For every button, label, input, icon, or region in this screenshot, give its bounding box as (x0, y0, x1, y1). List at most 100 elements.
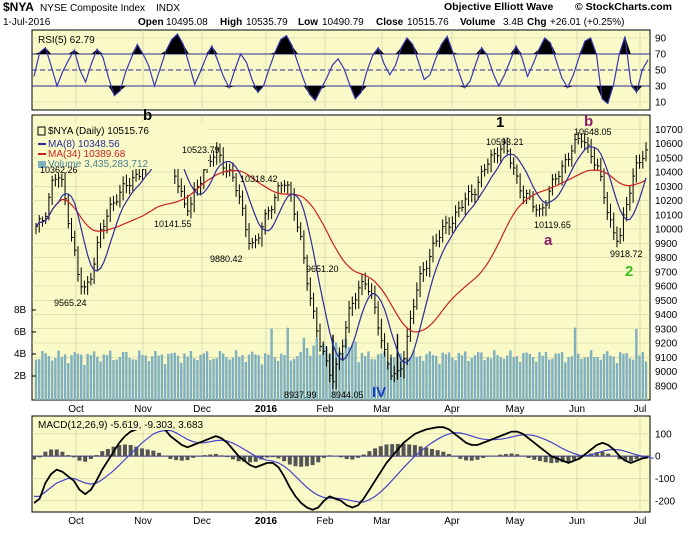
volume-bar (554, 353, 556, 400)
macd-histogram-bar (157, 453, 161, 456)
macd-histogram-bar (265, 456, 269, 457)
x-tick-label: Apr (444, 404, 460, 415)
macd-histogram-bar (407, 444, 411, 456)
volume-bar (496, 355, 498, 400)
macd-histogram-bar (151, 451, 155, 457)
x-tick-label: Nov (134, 404, 152, 415)
macd-histogram-bar (470, 456, 474, 460)
volume-bar (174, 353, 176, 400)
macd-histogram-bar (271, 456, 275, 457)
volume-bar (419, 356, 421, 400)
volume-bar (141, 355, 143, 400)
macd-histogram-bar (299, 456, 303, 467)
macd-histogram-bar (566, 456, 570, 462)
volume-bar (61, 357, 63, 400)
volume-bar (254, 354, 256, 400)
macd-histogram-bar (191, 456, 195, 458)
volume-bar (561, 352, 563, 400)
volume-bar (267, 355, 269, 400)
volume-bar (512, 357, 514, 400)
macd-histogram-bar (601, 452, 605, 456)
price-tick-label: 10100 (655, 210, 683, 221)
macd-histogram-bar (231, 456, 235, 459)
macd-histogram-bar (362, 455, 366, 457)
index-name: NYSE Composite Index (40, 3, 145, 14)
volume-tick-label: 4B (14, 349, 27, 360)
volume-bar (193, 358, 195, 400)
rsi-tick-label: 70 (655, 50, 667, 61)
volume-bar (522, 353, 524, 400)
volume-bar (645, 361, 647, 400)
annot-10523: 10523.79 (182, 145, 220, 155)
annot-9880: 9880.42 (210, 254, 243, 264)
macd-histogram-bar (32, 456, 36, 459)
volume-bar (574, 328, 576, 400)
volume-bar (206, 351, 208, 400)
volume-bar (277, 361, 279, 400)
macd-histogram-bar (635, 456, 639, 459)
volume-bar (435, 356, 437, 400)
volume-bar (122, 352, 124, 400)
price-tick-label: 9000 (655, 367, 678, 378)
volume-bar (280, 354, 282, 400)
volume-bar (474, 355, 476, 400)
exchange: INDX (156, 3, 180, 14)
x-tick-label: May (506, 404, 525, 415)
macd-histogram-bar (544, 456, 548, 462)
chart-header: $NYA NYSE Composite Index INDX 1-Jul-201… (3, 0, 672, 28)
annot-8937: 8937.99 (284, 390, 317, 400)
volume-bar (86, 354, 88, 400)
price-tick-label: 10600 (655, 139, 683, 150)
volume-bar (458, 353, 460, 400)
price-tick-label: 9300 (655, 324, 678, 335)
volume-bar (138, 350, 140, 400)
rsi-tick-label: 90 (655, 34, 667, 45)
volume-bar (132, 359, 134, 400)
macd-histogram-bar (345, 456, 349, 459)
price-tick-label: 9800 (655, 253, 678, 264)
wave-label-1: 1 (496, 114, 504, 131)
volume-bar (74, 352, 76, 400)
volume-bar (35, 360, 37, 400)
macd-histogram-bar (424, 447, 428, 456)
volume-bar (245, 362, 247, 400)
macd-histogram-bar (328, 455, 332, 456)
volume-bar (571, 356, 573, 400)
chg-value: +26.01 (+0.25%) (550, 17, 625, 28)
macd-histogram-bar (532, 456, 536, 460)
x-tick-label: 2016 (255, 516, 278, 527)
price-tick-label: 9100 (655, 353, 678, 364)
macd-histogram-bar (447, 454, 451, 456)
macd-histogram-bar (140, 448, 144, 456)
macd-histogram-bar (208, 455, 212, 457)
macd-histogram-bar (458, 456, 462, 459)
macd-histogram-bar (146, 449, 150, 456)
volume-bar (596, 357, 598, 400)
volume-bar (228, 360, 230, 400)
volume-bar (558, 354, 560, 400)
annot-10141: 10141.55 (154, 219, 192, 229)
volume-bar (167, 354, 169, 400)
symbol: $NYA (3, 0, 34, 14)
volume-bar (109, 351, 111, 400)
x-tick-label: Mar (373, 404, 391, 415)
macd-histogram-bar (180, 456, 184, 460)
volume-bar (93, 351, 95, 400)
volume-bar (212, 359, 214, 400)
volume-value: 3.4B (503, 17, 524, 28)
volume-bar (632, 360, 634, 400)
volume-bar (248, 355, 250, 400)
x-tick-label: Feb (316, 404, 334, 415)
macd-histogram-bar (606, 454, 610, 456)
volume-bar (270, 328, 272, 400)
volume-bar (112, 360, 114, 400)
volume-bar (616, 363, 618, 400)
rsi-tick-label: 30 (655, 82, 667, 93)
x-tick-label: Oct (68, 516, 84, 527)
volume-bar (477, 352, 479, 400)
volume-bar (629, 358, 631, 400)
price-tick-label: 10400 (655, 168, 683, 179)
price-tick-label: 9500 (655, 296, 678, 307)
annot-9918: 9918.72 (610, 249, 643, 259)
wave-label-b-2: b (584, 113, 593, 130)
